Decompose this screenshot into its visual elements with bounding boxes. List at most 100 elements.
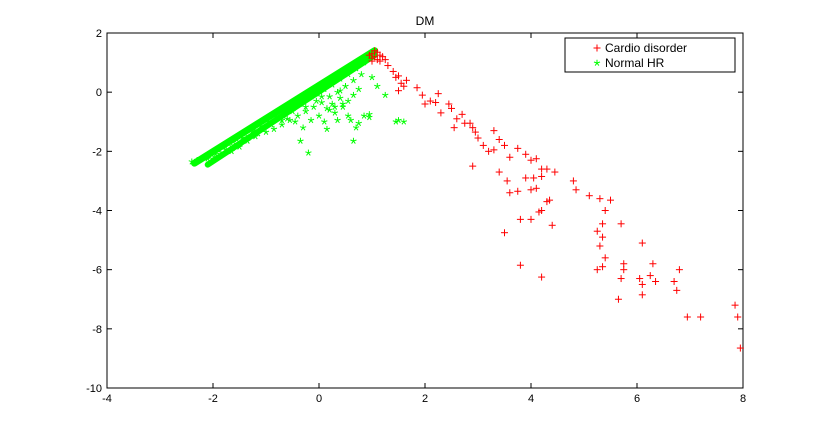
chart-title: DM xyxy=(416,14,435,28)
y-tick-label-3: -4 xyxy=(92,206,102,218)
cardio-point-11 xyxy=(381,56,389,64)
cardio-point-88 xyxy=(649,260,657,268)
x-tick-label-5: 6 xyxy=(634,393,640,405)
legend-marker-normal xyxy=(593,59,601,66)
normal-point-38 xyxy=(310,103,317,110)
normal-point-42 xyxy=(342,83,349,90)
cardio-point-31 xyxy=(458,110,466,118)
cardio-point-90 xyxy=(646,272,654,280)
cardio-point-96 xyxy=(638,291,646,299)
cardio-point-30 xyxy=(450,124,458,132)
normal-point-79 xyxy=(329,100,336,107)
cardio-point-79 xyxy=(596,242,604,250)
cardio-point-51 xyxy=(503,177,511,185)
normal-point-19 xyxy=(329,81,336,88)
normal-point-77 xyxy=(368,74,376,81)
legend-star-marker xyxy=(593,59,601,66)
axis-ticks: -4 -2 0 2 4 6 8 -10 -8 -6 -4 -2 0 2 xyxy=(86,28,746,405)
cardio-point-74 xyxy=(601,207,609,214)
cardio-point-28 xyxy=(448,104,455,112)
cardio-point-55 xyxy=(543,165,551,173)
cardio-point-20 xyxy=(413,84,421,92)
cardio-point-27 xyxy=(445,100,453,108)
cardio-point-5 xyxy=(371,47,379,55)
normal-point-17 xyxy=(313,90,320,97)
cardio-point-89 xyxy=(636,275,644,283)
normal-point-66 xyxy=(331,103,339,110)
cardio-point-23 xyxy=(426,97,434,105)
legend-label-normal: Normal HR xyxy=(605,56,665,70)
cardio-point-87 xyxy=(638,239,646,247)
normal-point-85 xyxy=(228,148,235,155)
normal-point-75 xyxy=(400,118,407,125)
cardio-point-50 xyxy=(495,168,503,176)
cardio-point-13 xyxy=(389,67,397,75)
normal-point-58 xyxy=(350,91,357,99)
cardio-point-6 xyxy=(365,51,373,59)
cardio-point-9 xyxy=(376,57,384,65)
cardio-point-57 xyxy=(527,186,535,194)
normal-point-32 xyxy=(262,128,270,135)
normal-point-9 xyxy=(249,127,256,134)
x-tick-label-0: -4 xyxy=(102,393,112,405)
cardio-point-34 xyxy=(471,128,479,136)
normal-point-67 xyxy=(297,137,304,144)
cardio-point-26 xyxy=(434,90,442,98)
normal-point-84 xyxy=(238,134,246,141)
x-tick-label-3: 2 xyxy=(422,393,428,405)
cardio-point-85 xyxy=(617,275,625,283)
normal-point-18 xyxy=(321,86,328,93)
cardio-point-46 xyxy=(532,155,540,163)
y-tick-label-4: -2 xyxy=(92,146,102,158)
legend-box xyxy=(564,37,736,73)
cardio-point-92 xyxy=(638,280,646,288)
normal-point-53 xyxy=(334,117,341,124)
normal-point-45 xyxy=(284,115,291,122)
normal-point-71 xyxy=(366,111,373,118)
normal-point-81 xyxy=(278,117,286,124)
normal-point-62 xyxy=(347,117,354,124)
cardio-point-102 xyxy=(734,313,742,321)
x-tick-label-4: 4 xyxy=(528,393,534,405)
cardio-point-81 xyxy=(620,260,628,268)
normal-point-30 xyxy=(244,137,251,144)
normal-point-68 xyxy=(305,149,312,156)
normal-point-90 xyxy=(323,105,331,112)
normal-point-29 xyxy=(236,143,243,150)
normal-point-48 xyxy=(307,117,315,124)
cardio-point-64 xyxy=(535,208,543,216)
normal-point-28 xyxy=(231,142,238,149)
cardio-point-77 xyxy=(593,227,601,235)
normal-point-89 xyxy=(318,93,325,100)
cardio-point-73 xyxy=(607,196,614,204)
normal-point-47 xyxy=(299,124,307,131)
normal-point-1 xyxy=(193,157,201,164)
legend-marker-cardio xyxy=(593,44,601,52)
cardio-point-19 xyxy=(402,76,410,84)
cardio-point-37 xyxy=(466,119,474,127)
cardio-point-10 xyxy=(368,57,376,65)
normal-point-64 xyxy=(344,112,352,119)
normal-point-16 xyxy=(305,94,312,101)
cardio-point-40 xyxy=(490,146,498,154)
cardio-point-70 xyxy=(572,186,580,194)
normal-point-78 xyxy=(313,97,320,104)
cardio-point-82 xyxy=(620,266,628,274)
cardio-point-93 xyxy=(670,278,678,285)
normal-point-15 xyxy=(297,100,304,107)
cardio-point-67 xyxy=(548,221,556,229)
cardio-point-36 xyxy=(479,141,487,149)
cardio-point-60 xyxy=(506,189,514,197)
normal-point-4 xyxy=(215,146,222,153)
normal-point-40 xyxy=(326,93,333,100)
cardio-point-21 xyxy=(418,91,426,99)
cardio-point-100 xyxy=(697,313,705,321)
normal-point-82 xyxy=(268,121,275,128)
cardio-point-68 xyxy=(501,229,508,237)
normal-point-13 xyxy=(281,109,288,116)
cardio-point-65 xyxy=(527,215,535,223)
normal-point-44 xyxy=(358,71,365,78)
normal-point-36 xyxy=(294,112,301,119)
normal-point-33 xyxy=(270,125,278,133)
cardio-point-15 xyxy=(395,72,402,80)
